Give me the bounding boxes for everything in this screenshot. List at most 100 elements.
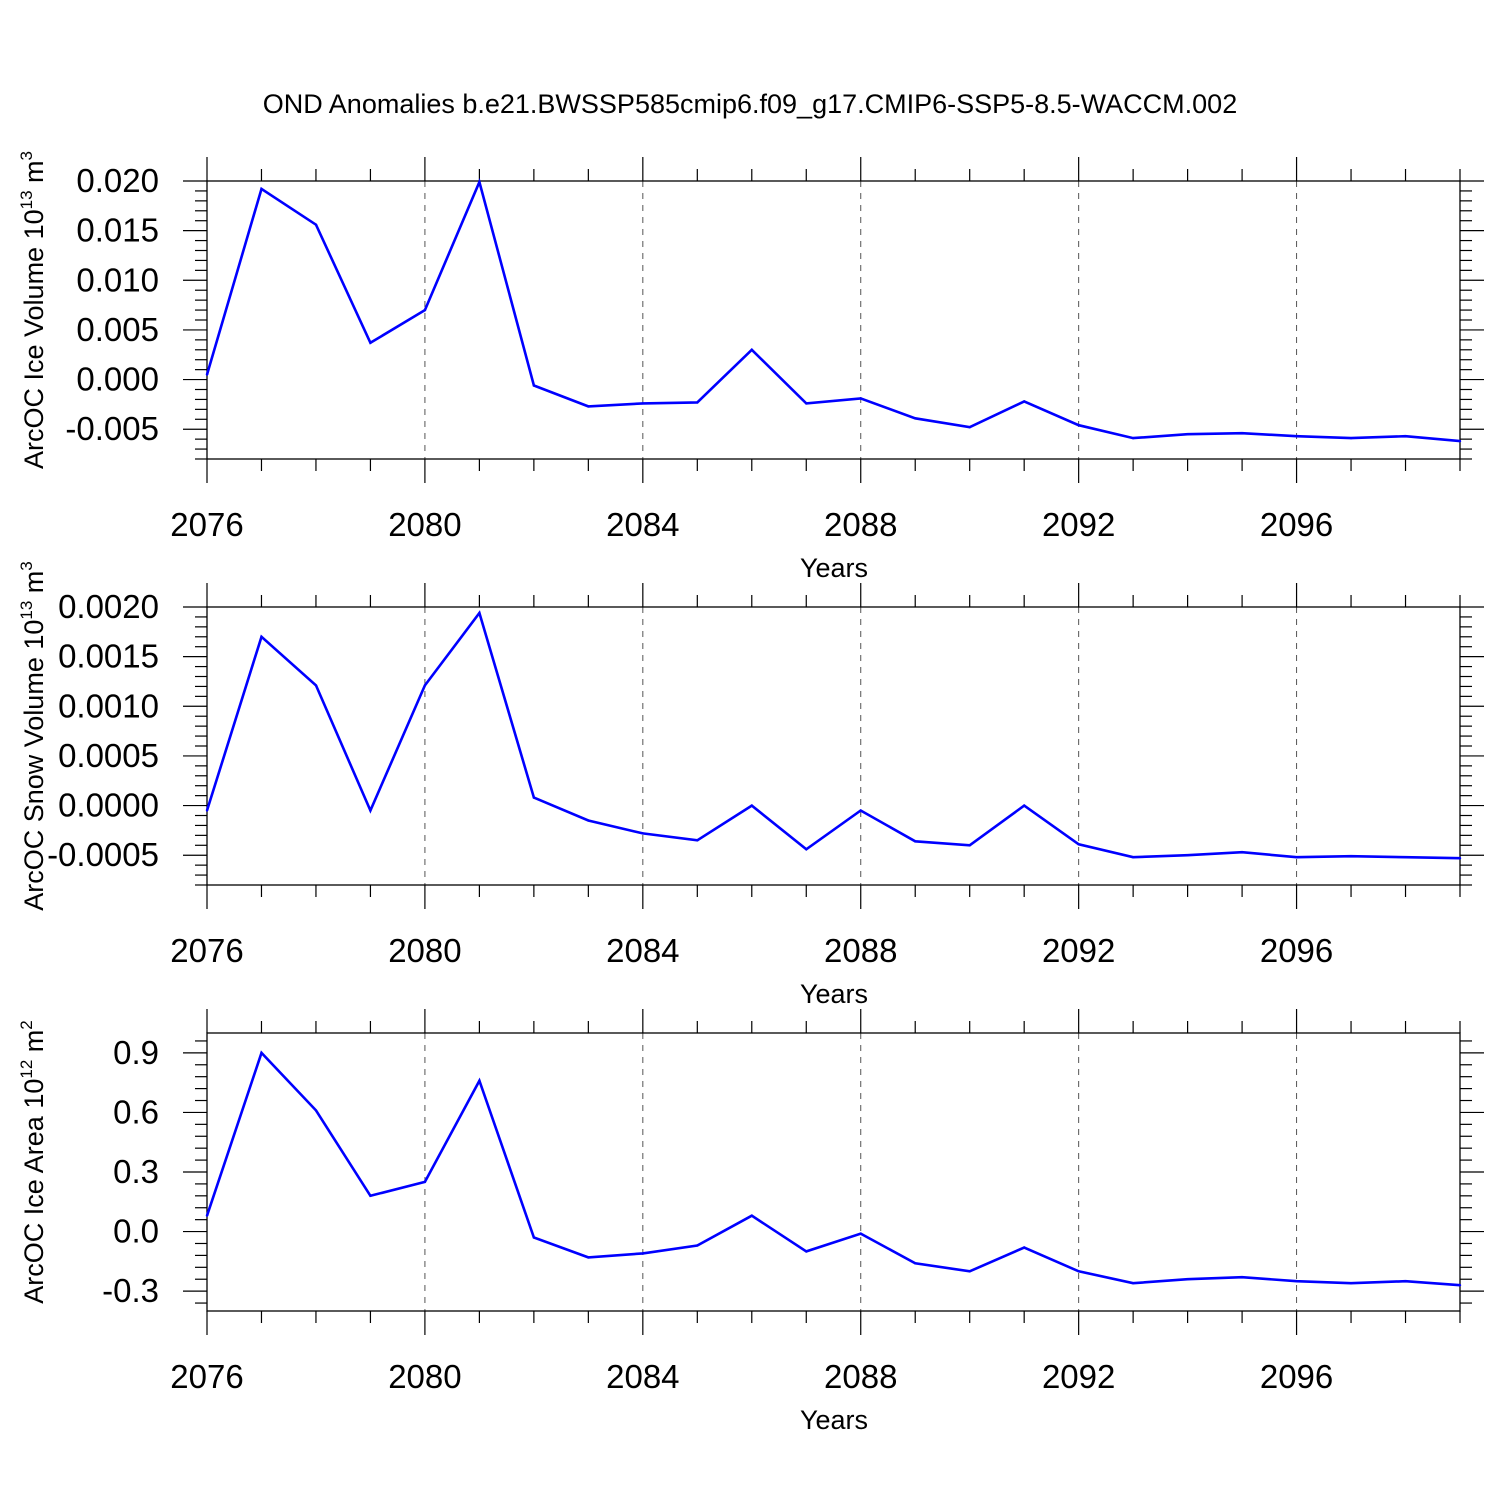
panel3-data-point [587,1256,590,1259]
panel1-data-point [859,397,862,400]
panel1-data-point [1186,432,1189,436]
panel1-data-point [1077,424,1080,427]
panel1-x-tick-label: 2096 [1260,506,1333,543]
panel2-y-tick-label: 0.0005 [58,737,159,774]
panel1-data-point [1404,434,1407,438]
panel3-data-point [914,1262,917,1265]
panel1-plot-frame [206,180,1461,460]
panel3-x-tick-label: 2092 [1042,1358,1115,1395]
panel1-data-point [750,348,753,351]
panel3-data-point [1077,1270,1080,1273]
panel1-data-point [696,401,699,404]
panel3-x-tick-label: 2084 [606,1358,679,1395]
panel1-y-tick-label: 0.010 [76,261,159,298]
panel3-data-point [1295,1280,1298,1283]
panel3-data-point [968,1270,971,1273]
panel3-data-point [1458,1283,1462,1287]
panel1-data-point [641,402,645,405]
panel3-data-point [641,1252,645,1255]
panel2-data-point [1404,856,1407,859]
panel2-data-point [1458,856,1462,860]
panel1-data-point [1240,431,1244,435]
chart-title: OND Anomalies b.e21.BWSSP585cmip6.f09_g1… [263,89,1237,119]
panel1-data-point [1131,436,1135,440]
panel3-data-point [369,1194,372,1198]
panel2-data-point [314,684,318,687]
panel1-data-point [805,402,808,405]
panel1-data-point [532,384,536,387]
panel2-data-point [260,635,263,638]
panel3-data-point [696,1244,699,1247]
panel2-y-tick-label: 0.0000 [58,787,159,824]
panel1-data-point [587,405,590,408]
panel2-x-tick-label: 2096 [1260,932,1333,969]
panel3-series-line [205,1050,1461,1287]
panel3-data-point [805,1250,808,1253]
panel3-x-axis-label: Years [800,1405,868,1435]
panel1-y-tick-label: 0.005 [76,311,159,348]
panel1-y-tick-label: -0.005 [65,410,159,447]
panel3-data-point [205,1214,209,1217]
panel3-y-axis-label: ArcOC Ice Area 1012 m2 [17,1020,49,1304]
panel1-data-point [260,187,263,191]
panel3-plot-frame [206,1032,1461,1312]
panel3-data-point [1404,1280,1407,1283]
panel2-data-point [478,611,481,615]
panel3-data-point [1022,1246,1026,1249]
panel3-data-point [478,1079,481,1082]
panel3-data-point [314,1109,318,1112]
panel3-y-tick-label: -0.3 [102,1272,159,1309]
panel2-data-point [532,796,536,799]
panel2-x-tick-label: 2088 [824,932,897,969]
panel1-data-point [423,308,427,312]
panel3-data-point [859,1232,862,1235]
panel1-x-axis-label: Years [800,553,868,583]
panel1-y-tick-label: 0.020 [76,162,159,199]
panel1-series-line [205,178,1461,443]
panel3-y-tick-label: 0.3 [113,1153,159,1190]
panel1-data-point [1022,400,1026,403]
panel3-x-tick-label: 2096 [1260,1358,1333,1395]
panel3-x-tick-label: 2088 [824,1358,897,1395]
panel1-y-axis-label: ArcOC Ice Volume 1013 m3 [17,151,49,469]
panel1-x-tick-label: 2076 [170,506,243,543]
panel3-data-point [1240,1276,1244,1279]
panel2-y-tick-label: -0.0005 [47,836,159,873]
panel1-y-tick-label: 0.015 [76,212,159,249]
panel1-data-point [1295,434,1298,438]
panel1-data-point [478,180,481,184]
panel2-data-point [205,809,209,812]
panel2-y-tick-label: 0.0010 [58,687,159,724]
panel3-data-point [1186,1278,1189,1281]
panel2-y-tick-label: 0.0015 [58,638,159,675]
panel2-y-tick-label: 0.0020 [58,588,159,625]
panel2-x-tick-label: 2092 [1042,932,1115,969]
panel2-x-axis-label: Years [800,979,868,1009]
panel1-data-point [369,341,372,345]
panel2-x-tick-label: 2080 [388,932,461,969]
panel1-data-point [1349,436,1353,440]
panel1-data-point [914,417,917,420]
panel1-x-tick-label: 2080 [388,506,461,543]
panel2-plot-frame [206,606,1461,886]
panel2-data-point [1022,804,1026,807]
panel2-data-point [696,839,699,842]
panel2-series-line [205,610,1461,860]
panel3-data-point [750,1214,753,1217]
panel3-x-tick-label: 2076 [170,1358,243,1395]
panel2-x-tick-label: 2076 [170,932,243,969]
panel1-x-tick-label: 2088 [824,506,897,543]
panel1-data-point [314,223,318,226]
panel1-data-point [205,373,209,376]
panel1-x-tick-label: 2084 [606,506,679,543]
panel2-data-point [859,809,862,812]
panel3-data-point [260,1051,263,1055]
panel3-data-point [532,1236,536,1239]
panel3-data-point [1131,1282,1135,1285]
panel2-data-point [805,848,808,851]
panel2-data-point [1240,851,1244,854]
panel2-x-tick-label: 2084 [606,932,679,969]
panel2-y-axis-label: ArcOC Snow Volume 1013 m3 [17,561,49,911]
panel2-data-point [1077,843,1080,846]
